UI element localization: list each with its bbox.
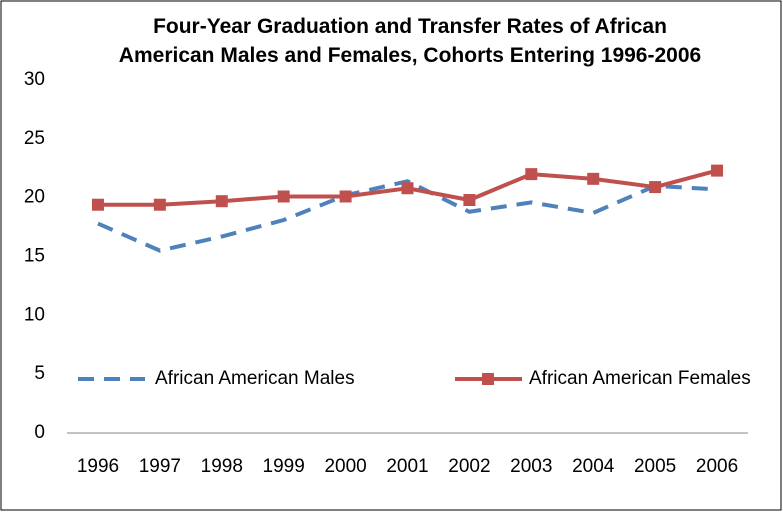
series-marker [339,190,352,203]
x-tick-label: 2003 [510,456,552,477]
x-tick-label: 1998 [201,456,243,477]
series-marker [215,195,228,208]
legend-label: African American Males [155,368,355,389]
y-tick-label: 5 [34,363,45,384]
y-tick-label: 10 [24,304,45,325]
y-tick-label: 15 [24,246,45,267]
series-marker [153,198,166,211]
x-tick-label: 1996 [77,456,119,477]
series-marker [277,190,290,203]
x-tick-label: 2006 [696,456,738,477]
series-marker [525,168,538,181]
x-tick-label: 2004 [572,456,615,477]
y-tick-label: 20 [24,187,45,208]
legend-marker [482,373,494,385]
series-marker [711,164,724,177]
legend-label: African American Females [529,368,751,389]
y-tick-label: 25 [24,128,45,149]
y-tick-label: 0 [34,422,45,443]
x-tick-label: 2001 [386,456,428,477]
series-line [97,179,718,253]
x-tick-label: 2005 [634,456,676,477]
series-marker [649,181,662,194]
series-marker [91,198,104,211]
x-tick-label: 2000 [324,456,366,477]
x-tick-label: 1997 [139,456,181,477]
series-marker [587,172,600,185]
x-tick-label: 1999 [263,456,305,477]
series-marker [401,182,414,195]
series-marker [463,194,476,207]
x-tick-label: 2002 [448,456,490,477]
chart-title: Four-Year Graduation and Transfer Rates … [118,15,702,67]
y-tick-label: 30 [24,69,45,90]
